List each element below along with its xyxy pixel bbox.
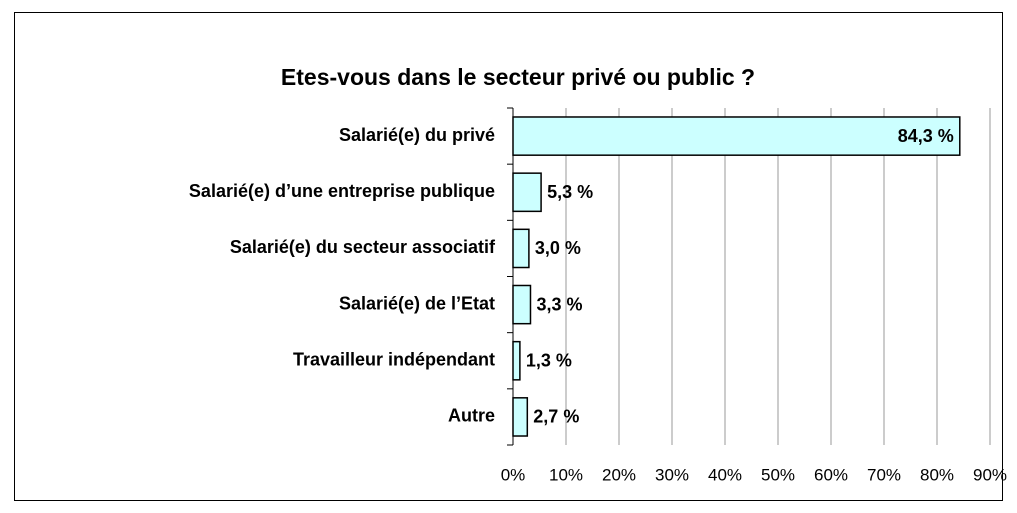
- chart-title: Etes-vous dans le secteur privé ou publi…: [281, 64, 755, 90]
- x-tick-label: 60%: [814, 465, 848, 484]
- x-tick-label: 20%: [602, 465, 636, 484]
- bar: [512, 397, 529, 437]
- data-label: 5,3 %: [547, 182, 593, 202]
- y-tick-label: Salarié(e) de l’Etat: [339, 293, 495, 313]
- data-label: 2,7 %: [533, 407, 579, 427]
- y-tick-label: Salarié(e) d’une entreprise publique: [189, 181, 495, 201]
- bar: [512, 228, 530, 269]
- chart-border: [14, 12, 1003, 501]
- x-tick-label: 30%: [655, 465, 689, 484]
- bar: [512, 172, 542, 213]
- y-tick-label: Salarié(e) du secteur associatif: [230, 237, 496, 257]
- x-tick-label: 80%: [920, 465, 954, 484]
- y-tick-label: Salarié(e) du privé: [339, 125, 495, 145]
- bar: [512, 284, 532, 325]
- bar: [512, 116, 961, 156]
- x-tick-label: 90%: [973, 465, 1007, 484]
- data-label: 1,3 %: [526, 351, 572, 371]
- data-label: 84,3 %: [898, 126, 954, 146]
- x-tick-label: 40%: [708, 465, 742, 484]
- x-tick-label: 10%: [549, 465, 583, 484]
- bar: [512, 340, 521, 381]
- x-tick-label: 0%: [501, 465, 526, 484]
- y-tick-label: Autre: [448, 406, 495, 426]
- data-label: 3,3 %: [536, 294, 582, 314]
- x-tick-label: 50%: [761, 465, 795, 484]
- data-label: 3,0 %: [535, 238, 581, 258]
- x-tick-label: 70%: [867, 465, 901, 484]
- y-tick-label: Travailleur indépendant: [293, 350, 495, 370]
